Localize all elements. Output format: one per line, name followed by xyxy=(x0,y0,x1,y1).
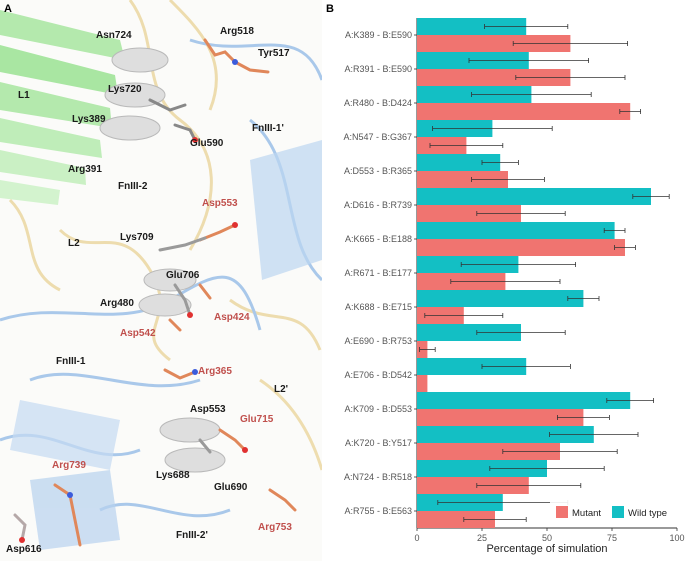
panel-b-letter: B xyxy=(326,3,334,15)
category-label-a-e690-b-r753: A:E690 - B:R753 xyxy=(344,336,412,346)
atom-highlights xyxy=(19,59,248,543)
x-tick-label-50: 50 xyxy=(542,533,552,543)
bar-wild-type-a-k720-b-y517 xyxy=(417,426,594,443)
category-label-a-d553-b-r365: A:D553 - B:R365 xyxy=(344,166,412,176)
category-label-a-k720-b-y517: A:K720 - B:Y517 xyxy=(345,438,412,448)
label-lys389: Lys389 xyxy=(72,114,106,125)
bar-wild-type-a-d553-b-r365 xyxy=(417,154,501,171)
bar-mutant-a-n724-b-r518 xyxy=(417,477,529,494)
bar-mutant-a-r755-b-e563 xyxy=(417,511,495,528)
error-bars xyxy=(419,24,670,522)
label-glu690: Glu690 xyxy=(214,482,248,493)
bar-wild-type-a-k389-b-e590 xyxy=(417,18,527,35)
bar-wild-type-a-k688-b-e715 xyxy=(417,290,584,307)
interaction-bar-chart: B A:K389 - B:E590 A:R391 - B:E590 A:R480 -… xyxy=(326,3,685,555)
panel-a-letter: A xyxy=(4,3,12,15)
side-chains xyxy=(13,38,297,547)
x-axis-title: Percentage of simulation xyxy=(486,543,607,555)
l1-beta-sheet xyxy=(0,10,125,205)
legend-swatch-mutant xyxy=(556,506,568,518)
label-arg753: Arg753 xyxy=(258,522,292,533)
category-label-a-k709-b-d553: A:K709 - B:D553 xyxy=(344,404,412,414)
category-label-a-r480-b-d424: A:R480 - B:D424 xyxy=(344,98,412,108)
chart-panel: B A:K389 - B:E590 A:R391 - B:E590 A:R480 -… xyxy=(322,0,685,561)
x-tick-label-75: 75 xyxy=(607,533,617,543)
bar-mutant-a-k665-b-e188 xyxy=(417,239,625,256)
label-arg480: Arg480 xyxy=(100,298,134,309)
category-label-a-e706-b-d542: A:E706 - B:D542 xyxy=(344,370,412,380)
category-label-a-r755-b-e563: A:R755 - B:E563 xyxy=(344,506,412,516)
label-glu590: Glu590 xyxy=(190,138,224,149)
structure-panel: A Asn724 Arg518 Tyr517 L1 Lys720 Lys389 … xyxy=(0,0,322,561)
label-asp553-red: Asp553 xyxy=(202,198,238,209)
category-label-a-d616-b-r739: A:D616 - B:R739 xyxy=(344,200,412,210)
bar-wild-type-a-k709-b-d553 xyxy=(417,392,631,409)
bar-wild-type-a-d616-b-r739 xyxy=(417,188,651,205)
bar-mutant-a-k720-b-y517 xyxy=(417,443,560,460)
label-arg518: Arg518 xyxy=(220,26,254,37)
category-label-a-r671-b-e177: A:R671 - B:E177 xyxy=(344,268,412,278)
label-arg739: Arg739 xyxy=(52,460,86,471)
structure-illustration: A Asn724 Arg518 Tyr517 L1 Lys720 Lys389 … xyxy=(0,0,322,561)
label-asp553: Asp553 xyxy=(190,404,226,415)
label-fniii-1: FnIII-1 xyxy=(56,356,86,367)
category-label-a-k688-b-e715: A:K688 - B:E715 xyxy=(345,302,412,312)
label-glu715: Glu715 xyxy=(240,414,274,425)
x-tick-label-25: 25 xyxy=(477,533,487,543)
label-lys709: Lys709 xyxy=(120,232,154,243)
x-axis-ticks: 0 25 50 75 100 xyxy=(414,528,685,543)
category-label-a-n547-b-g367: A:N547 - B:G367 xyxy=(343,132,412,142)
label-asp542: Asp542 xyxy=(120,328,156,339)
label-glu706: Glu706 xyxy=(166,270,200,281)
legend: Mutant Wild type xyxy=(550,500,674,524)
bar-mutant-a-e706-b-d542 xyxy=(417,375,428,392)
category-label-a-n724-b-r518: A:N724 - B:R518 xyxy=(344,472,412,482)
bar-wild-type-a-e690-b-r753 xyxy=(417,324,521,341)
category-label-a-r391-b-e590: A:R391 - B:E590 xyxy=(344,64,412,74)
label-arg391: Arg391 xyxy=(68,164,102,175)
label-asp424: Asp424 xyxy=(214,312,250,323)
bar-mutant-a-k709-b-d553 xyxy=(417,409,584,426)
category-label-a-k665-b-e188: A:K665 - B:E188 xyxy=(345,234,412,244)
bar-mutant-a-d553-b-r365 xyxy=(417,171,508,188)
legend-label-wild-type: Wild type xyxy=(628,508,667,519)
bars xyxy=(417,18,651,528)
bar-mutant-a-r480-b-d424 xyxy=(417,103,631,120)
label-fniii-2-prime: FnIII-2' xyxy=(176,530,208,541)
category-labels: A:K389 - B:E590 A:R391 - B:E590 A:R480 - B… xyxy=(343,30,417,516)
bar-wild-type-a-n724-b-r518 xyxy=(417,460,547,477)
grey-helices xyxy=(99,47,226,473)
label-l2-prime: L2' xyxy=(274,384,288,395)
blue-beta-strands xyxy=(10,140,322,550)
legend-label-mutant: Mutant xyxy=(572,508,601,519)
label-fniii-1-prime: FnIII-1' xyxy=(252,123,284,134)
label-asp616: Asp616 xyxy=(6,544,42,555)
label-tyr517: Tyr517 xyxy=(258,48,290,59)
category-label-a-k389-b-e590: A:K389 - B:E590 xyxy=(345,30,412,40)
label-lys720: Lys720 xyxy=(108,84,142,95)
bar-mutant-a-k389-b-e590 xyxy=(417,35,571,52)
label-arg365: Arg365 xyxy=(198,366,232,377)
label-asn724: Asn724 xyxy=(96,30,132,41)
bar-mutant-a-r391-b-e590 xyxy=(417,69,571,86)
bar-mutant-a-d616-b-r739 xyxy=(417,205,521,222)
bar-wild-type-a-e706-b-d542 xyxy=(417,358,527,375)
x-tick-label-0: 0 xyxy=(414,533,419,543)
legend-swatch-wild-type xyxy=(612,506,624,518)
x-tick-label-100: 100 xyxy=(669,533,684,543)
label-fniii-2: FnIII-2 xyxy=(118,181,148,192)
bar-wild-type-a-k665-b-e188 xyxy=(417,222,615,239)
label-l1: L1 xyxy=(18,90,30,101)
label-l2: L2 xyxy=(68,238,80,249)
tan-ribbons xyxy=(8,0,322,471)
label-lys688: Lys688 xyxy=(156,470,190,481)
